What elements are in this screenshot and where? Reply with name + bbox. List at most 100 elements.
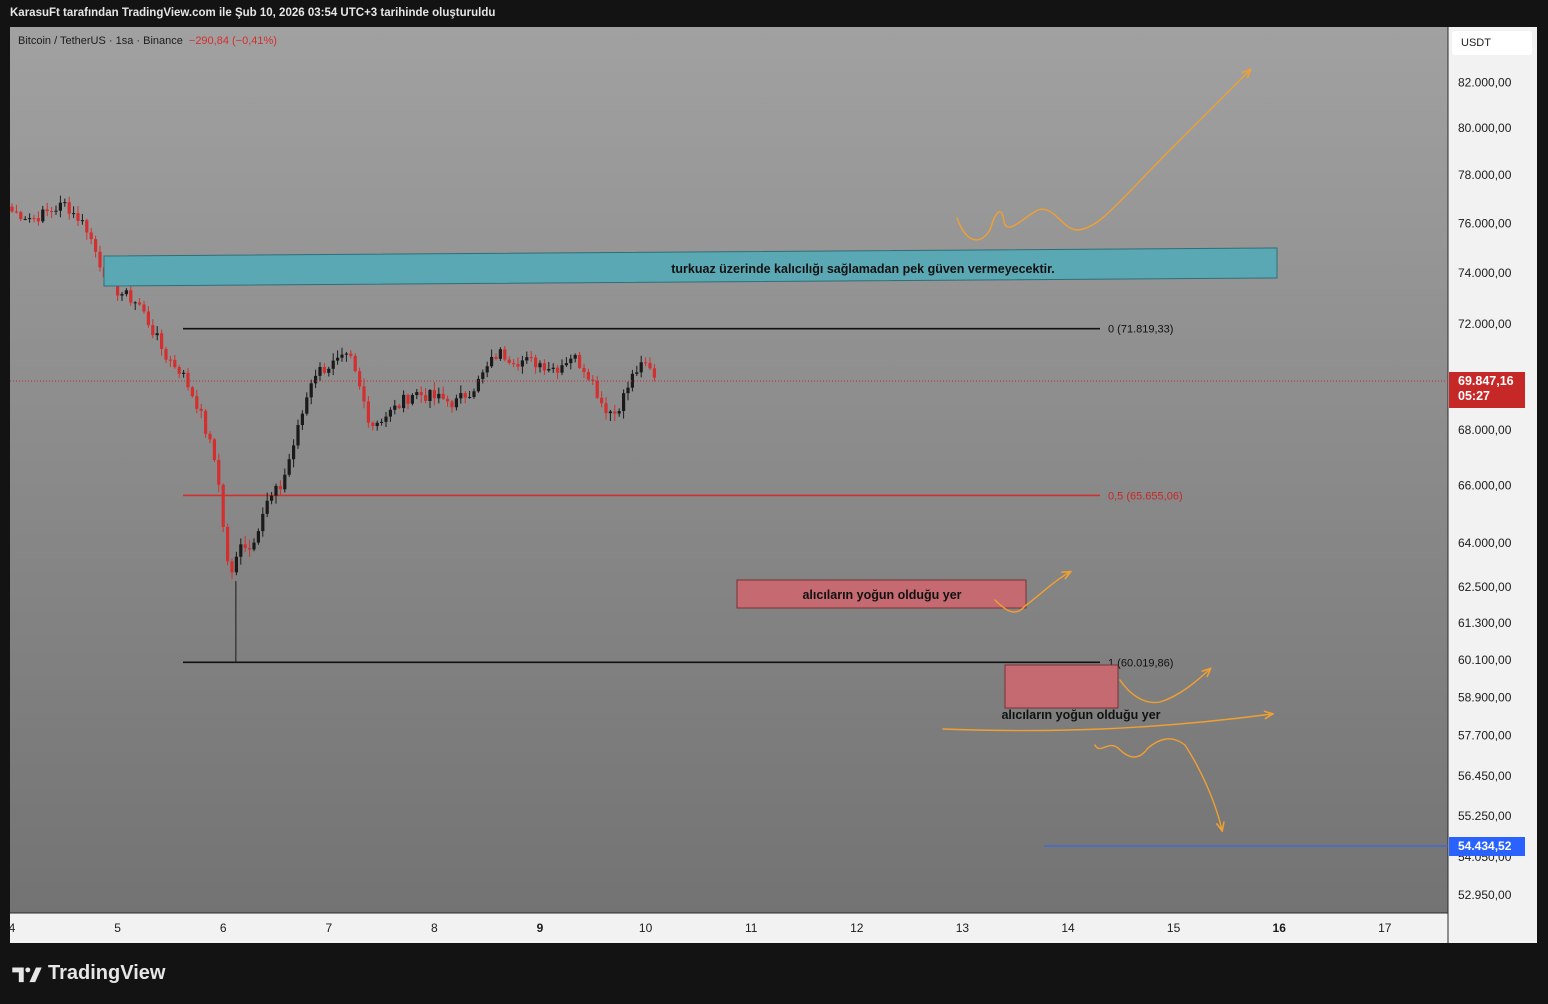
candle[interactable] (50, 206, 54, 218)
candle[interactable] (476, 375, 480, 393)
price-axis[interactable] (1448, 27, 1537, 943)
candle[interactable] (630, 369, 634, 392)
candle[interactable] (292, 439, 296, 468)
candle[interactable] (353, 353, 357, 373)
candle[interactable] (639, 355, 643, 378)
candle[interactable] (485, 361, 489, 378)
candle[interactable] (138, 297, 142, 306)
candle[interactable] (124, 288, 128, 297)
brand-footer[interactable]: TradingView (12, 962, 165, 985)
candle[interactable] (582, 363, 586, 379)
symbol-legend[interactable]: Bitcoin / TetherUS · 1sa · Binance −290,8… (18, 35, 277, 47)
candle[interactable] (80, 213, 84, 225)
candle[interactable] (85, 218, 89, 240)
red-zone-upper[interactable]: alıcıların yoğun olduğu yer (736, 579, 1027, 609)
candle[interactable] (186, 368, 190, 391)
candle[interactable] (591, 375, 595, 386)
candle[interactable] (252, 538, 256, 552)
candle[interactable] (164, 346, 168, 364)
candle[interactable] (261, 507, 265, 537)
candle[interactable] (573, 353, 577, 363)
candle[interactable] (98, 245, 102, 272)
teal-annotation[interactable]: turkuaz üzerinde kalıcılığı sağlamadan p… (103, 247, 1278, 287)
candle[interactable] (283, 468, 287, 493)
candle[interactable] (322, 363, 326, 375)
candle[interactable] (410, 393, 414, 406)
candle[interactable] (120, 292, 124, 302)
candle[interactable] (151, 319, 155, 339)
candle[interactable] (28, 213, 32, 223)
candle[interactable] (564, 357, 568, 367)
candle[interactable] (604, 397, 608, 420)
candle[interactable] (437, 387, 441, 404)
candle[interactable] (441, 386, 445, 401)
candle[interactable] (287, 453, 291, 477)
candle[interactable] (41, 205, 45, 224)
candle[interactable] (551, 363, 555, 373)
candle[interactable] (212, 438, 216, 463)
candle[interactable] (406, 393, 410, 410)
candle[interactable] (142, 300, 146, 314)
candle[interactable] (318, 362, 322, 382)
candle[interactable] (397, 403, 401, 410)
candle[interactable] (204, 409, 208, 438)
candle[interactable] (239, 538, 243, 565)
candle[interactable] (300, 410, 304, 431)
candle[interactable] (168, 355, 172, 368)
candle[interactable] (270, 492, 274, 505)
candle[interactable] (190, 385, 194, 398)
candle[interactable] (402, 390, 406, 413)
candle[interactable] (160, 329, 164, 356)
candle[interactable] (14, 204, 18, 214)
candle[interactable] (76, 205, 80, 226)
candle[interactable] (375, 420, 379, 431)
candle[interactable] (217, 453, 221, 493)
candle[interactable] (525, 351, 529, 364)
candle[interactable] (556, 365, 560, 380)
candle[interactable] (503, 345, 507, 362)
candle[interactable] (494, 353, 498, 361)
candle[interactable] (424, 388, 428, 404)
projection-arrows[interactable] (942, 70, 1272, 830)
candle[interactable] (67, 196, 71, 220)
candle[interactable] (463, 391, 467, 404)
candle[interactable] (481, 369, 485, 384)
candle[interactable] (32, 214, 36, 223)
candle[interactable] (454, 394, 458, 411)
candle[interactable] (54, 205, 58, 216)
candle[interactable] (512, 359, 516, 368)
candle[interactable] (428, 388, 432, 408)
candle[interactable] (336, 350, 340, 365)
candle[interactable] (226, 523, 230, 566)
candle[interactable] (248, 539, 252, 557)
arrow-up-long[interactable] (956, 70, 1250, 241)
teal-zone-box[interactable] (103, 247, 1278, 287)
time-axis[interactable] (10, 913, 1448, 943)
candle[interactable] (560, 359, 564, 376)
candle[interactable] (366, 396, 370, 428)
candle[interactable] (358, 367, 362, 390)
candle[interactable] (129, 285, 133, 306)
candle[interactable] (331, 353, 335, 376)
candle[interactable] (278, 480, 282, 497)
candle[interactable] (586, 368, 590, 381)
candle[interactable] (635, 365, 639, 377)
candle[interactable] (199, 403, 203, 419)
candle[interactable] (459, 385, 463, 404)
candle[interactable] (94, 235, 98, 258)
candle[interactable] (10, 203, 14, 213)
candle[interactable] (608, 409, 612, 422)
candle[interactable] (208, 431, 212, 444)
candle[interactable] (274, 483, 278, 504)
candle[interactable] (648, 357, 652, 371)
red-zone-box[interactable] (1004, 664, 1119, 709)
candle[interactable] (644, 357, 648, 367)
candle[interactable] (63, 198, 67, 207)
candle[interactable] (340, 347, 344, 362)
candle[interactable] (155, 326, 159, 341)
candle[interactable] (58, 195, 62, 218)
candle[interactable] (490, 349, 494, 368)
candle[interactable] (652, 364, 656, 382)
candle[interactable] (542, 359, 546, 375)
